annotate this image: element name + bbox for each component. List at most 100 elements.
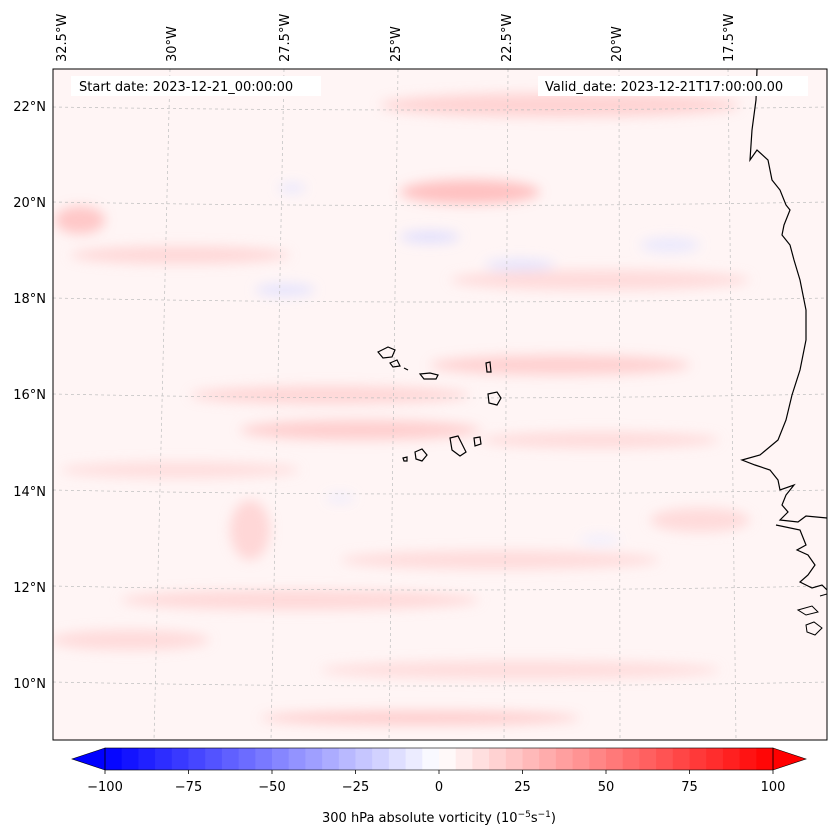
vorticity-positive-region xyxy=(650,508,750,532)
colorbar: −100 −75 −50 −25 0 25 50 75 100 300 hPa … xyxy=(71,747,807,826)
colorbar-cell xyxy=(138,748,156,770)
colorbar-cell xyxy=(739,748,757,770)
island-santa-luzia xyxy=(403,367,409,371)
lon-label: 32.5°W xyxy=(55,14,70,62)
colorbar-cell xyxy=(405,748,423,770)
african-coastline-islands xyxy=(796,593,827,636)
colorbar-cell xyxy=(555,748,574,770)
vorticity-positive-region xyxy=(260,711,580,725)
colorbar-cell xyxy=(171,748,189,770)
colorbar-label-exponent: −1 xyxy=(538,810,551,820)
vorticity-positive-region xyxy=(430,355,690,375)
latitude-labels: 22°N 20°N 18°N 16°N 14°N 12°N 10°N xyxy=(13,100,46,692)
lat-label: 14°N xyxy=(13,485,46,500)
vorticity-negative-region xyxy=(400,231,460,243)
colorbar-tick-label: 100 xyxy=(761,780,786,795)
island-brava xyxy=(402,456,408,462)
vorticity-positive-region xyxy=(230,500,270,560)
vorticity-positive-region xyxy=(320,661,720,679)
colorbar-label-unit: s xyxy=(531,811,538,826)
colorbar-tick-label: −25 xyxy=(342,780,369,795)
colorbar-cell xyxy=(422,748,440,770)
lon-label: 22.5°W xyxy=(500,14,515,62)
map-frame xyxy=(52,68,828,741)
colorbar-cell xyxy=(338,748,356,770)
colorbar-cell xyxy=(622,748,640,770)
valid-date-box xyxy=(538,76,808,96)
lon-label: 30°W xyxy=(165,26,180,62)
vorticity-negative-region xyxy=(640,238,700,252)
colorbar-cell xyxy=(372,748,390,770)
vorticity-positive-region xyxy=(60,462,300,478)
lon-label: 25°W xyxy=(389,26,404,62)
colorbar-cell xyxy=(322,748,340,770)
lat-label: 10°N xyxy=(13,677,46,692)
colorbar-cell xyxy=(656,748,674,770)
colorbar-cell xyxy=(639,748,657,770)
lon-label: 27.5°W xyxy=(278,14,293,62)
colorbar-cell xyxy=(221,748,240,770)
colorbar-cell xyxy=(689,748,707,770)
start-date-box xyxy=(71,76,321,96)
vorticity-negative-region xyxy=(278,183,306,193)
colorbar-cell xyxy=(589,748,607,770)
lat-label: 18°N xyxy=(13,292,46,307)
vorticity-positive-region xyxy=(340,551,660,569)
lat-label: 22°N xyxy=(13,100,46,115)
vorticity-positive-region xyxy=(190,386,470,404)
colorbar-cell xyxy=(489,748,507,770)
colorbar-cell xyxy=(439,748,457,770)
start-date-label: Start date: 2023-12-21_00:00:00 xyxy=(79,80,293,95)
colorbar-label-exponent: −5 xyxy=(518,810,531,820)
colorbar-cell xyxy=(255,748,273,770)
vorticity-positive-region xyxy=(380,93,740,117)
colorbar-cell xyxy=(522,748,540,770)
colorbar-cell xyxy=(706,748,724,770)
colorbar-cell xyxy=(756,748,774,770)
colorbar-tick-label: −100 xyxy=(87,780,123,795)
island-boa-vista xyxy=(487,391,502,406)
colorbar-cell xyxy=(188,748,206,770)
graticule xyxy=(53,69,827,740)
vorticity-positive-region xyxy=(55,206,105,234)
colorbar-label: 300 hPa absolute vorticity (10−5s−1) xyxy=(322,810,556,826)
colorbar-cell xyxy=(355,748,373,770)
colorbar-cell xyxy=(105,748,123,770)
vorticity-negative-region xyxy=(580,535,620,545)
colorbar-label-close: ) xyxy=(551,811,556,826)
colorbar-cell xyxy=(238,748,256,770)
vorticity-negative-region xyxy=(485,259,555,271)
colorbar-cell xyxy=(722,748,741,770)
vorticity-negative-region xyxy=(326,494,354,502)
vorticity-positive-region xyxy=(400,180,540,204)
colorbar-cell xyxy=(155,748,173,770)
colorbar-tick-label: 0 xyxy=(435,780,443,795)
vorticity-positive-region xyxy=(53,630,210,650)
colorbar-tick-label: −50 xyxy=(258,780,285,795)
island-sao-nicolau xyxy=(418,372,439,380)
colorbar-tick-label: −75 xyxy=(175,780,202,795)
lat-label: 20°N xyxy=(13,196,46,211)
lon-label: 17.5°W xyxy=(722,14,737,62)
colorbar-cell xyxy=(305,748,323,770)
vorticity-positive-region xyxy=(120,590,480,610)
island-santo-antao xyxy=(377,346,396,359)
longitude-labels: 32.5°W 30°W 27.5°W 25°W 22.5°W 20°W 17.5… xyxy=(55,14,737,62)
colorbar-cell xyxy=(455,748,473,770)
colorbar-cell xyxy=(288,748,306,770)
colorbar-cell xyxy=(205,748,223,770)
colorbar-cells xyxy=(105,748,774,770)
colorbar-tick-label: 75 xyxy=(681,780,698,795)
lon-label: 20°W xyxy=(610,26,625,62)
cape-verde-islands xyxy=(377,346,502,462)
colorbar-cell xyxy=(572,748,590,770)
map-background xyxy=(53,69,827,740)
african-coastline xyxy=(740,69,827,591)
valid-date-label: Valid_date: 2023-12-21T17:00:00.00 xyxy=(545,80,783,95)
colorbar-min-extend xyxy=(71,747,106,771)
colorbar-label-text: 300 hPa absolute vorticity (10 xyxy=(322,811,518,826)
island-santiago xyxy=(449,435,467,457)
colorbar-max-extend xyxy=(772,747,807,771)
lat-label: 12°N xyxy=(13,581,46,596)
